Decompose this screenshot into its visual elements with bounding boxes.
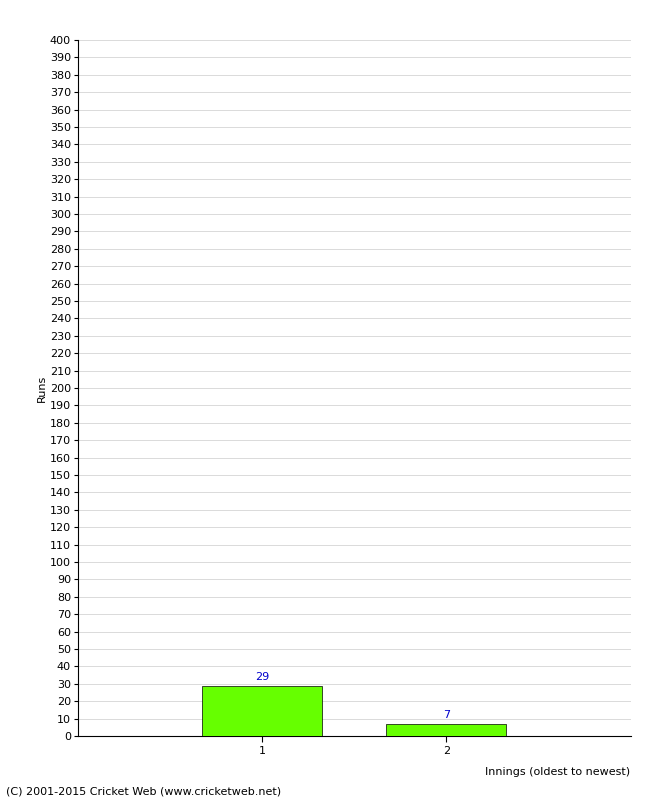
Bar xyxy=(202,686,322,736)
Bar xyxy=(387,724,506,736)
Text: (C) 2001-2015 Cricket Web (www.cricketweb.net): (C) 2001-2015 Cricket Web (www.cricketwe… xyxy=(6,786,281,796)
Text: 7: 7 xyxy=(443,710,450,720)
Y-axis label: Runs: Runs xyxy=(37,374,47,402)
Text: Innings (oldest to newest): Innings (oldest to newest) xyxy=(486,767,630,778)
Text: 29: 29 xyxy=(255,672,269,682)
